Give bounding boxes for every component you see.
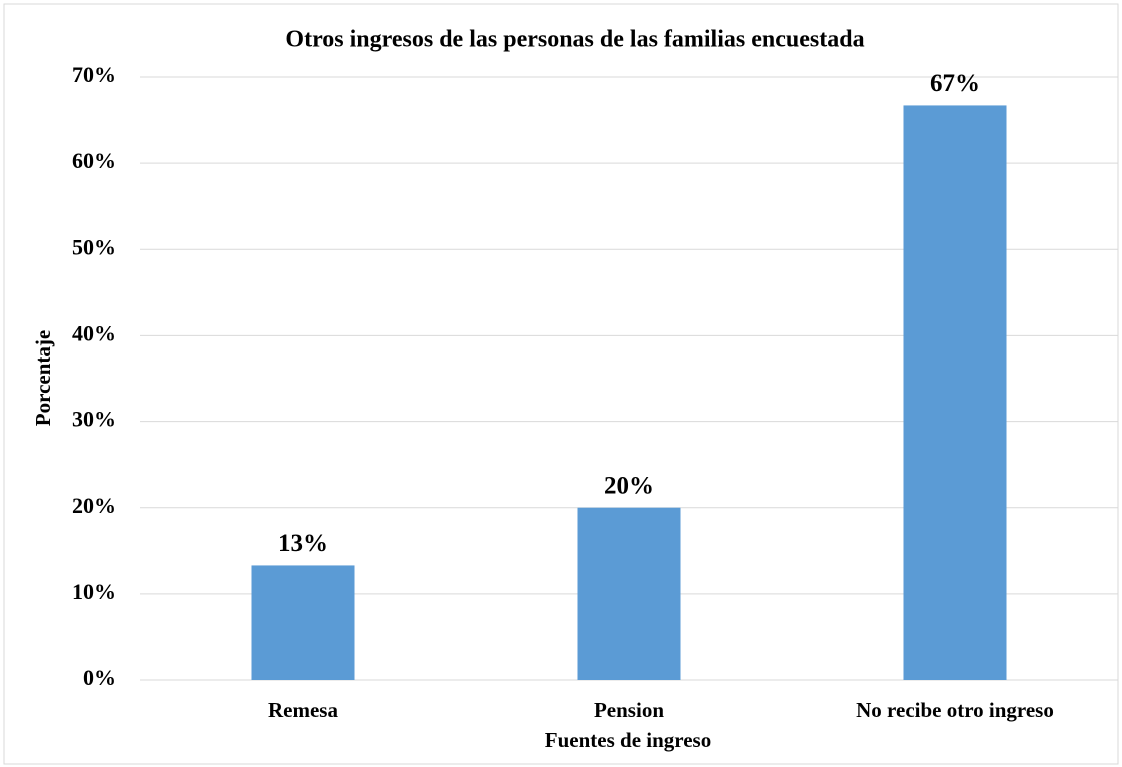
y-axis-title: Porcentaje: [31, 330, 55, 426]
y-tick-label: 70%: [72, 62, 116, 87]
data-label: 67%: [930, 70, 980, 97]
y-tick-label: 20%: [72, 493, 116, 518]
y-tick-label: 60%: [72, 148, 116, 173]
bar: [577, 507, 681, 680]
y-tick-label: 0%: [83, 665, 116, 690]
y-tick-label: 50%: [72, 234, 116, 259]
x-tick-label: No recibe otro ingreso: [856, 698, 1054, 722]
data-label: 20%: [604, 472, 654, 499]
bar: [903, 105, 1007, 681]
x-tick-label: Pension: [594, 698, 664, 722]
y-tick-label: 30%: [72, 407, 116, 432]
bar: [251, 565, 355, 680]
y-tick-label: 10%: [72, 579, 116, 604]
chart-title: Otros ingresos de las personas de las fa…: [285, 27, 864, 53]
data-label: 13%: [278, 530, 328, 557]
y-tick-label: 40%: [72, 320, 116, 345]
x-tick-label: Remesa: [268, 698, 338, 722]
x-axis-title: Fuentes de ingreso: [545, 728, 711, 752]
